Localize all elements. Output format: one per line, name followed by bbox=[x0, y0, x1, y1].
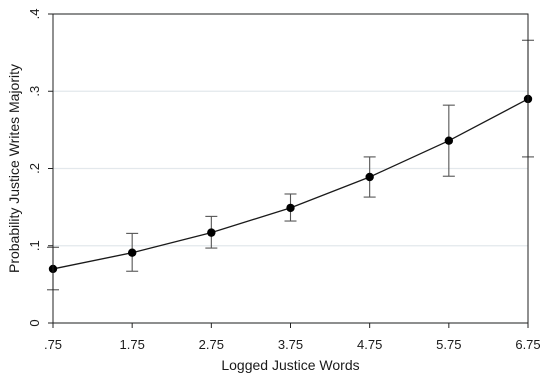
data-point-2 bbox=[207, 228, 216, 237]
y-tick-label-4: .4 bbox=[27, 9, 42, 20]
data-point-3 bbox=[286, 203, 295, 213]
y-tick-label-3: .3 bbox=[27, 86, 42, 97]
y-tick-label-1: .1 bbox=[27, 240, 42, 251]
tick-labels: 0 .1 .2 .3 .4 .75 1.75 2.75 3.75 4.75 5.75 6.75 bbox=[27, 9, 540, 352]
y-axis-title: Probability Justice Writes Majority bbox=[6, 64, 22, 273]
x-tick-label-5: 5.75 bbox=[436, 337, 461, 352]
x-axis-title: Logged Justice Words bbox=[221, 357, 359, 373]
x-tick-label-4: 4.75 bbox=[357, 337, 382, 352]
data-point-1 bbox=[127, 248, 137, 257]
axes bbox=[48, 13, 529, 328]
y-tick-label-2: .2 bbox=[27, 163, 42, 174]
y-tick-label-0: 0 bbox=[27, 319, 42, 326]
data-point-4 bbox=[365, 172, 374, 182]
x-tick-label-3: 3.75 bbox=[278, 337, 303, 352]
x-tick-label-1: 1.75 bbox=[120, 337, 145, 352]
data-points bbox=[48, 94, 533, 274]
data-point-5 bbox=[444, 136, 454, 145]
x-tick-label-0: .75 bbox=[44, 337, 62, 352]
x-tick-label-6: 6.75 bbox=[515, 337, 540, 352]
x-tick-label-2: 2.75 bbox=[199, 337, 224, 352]
